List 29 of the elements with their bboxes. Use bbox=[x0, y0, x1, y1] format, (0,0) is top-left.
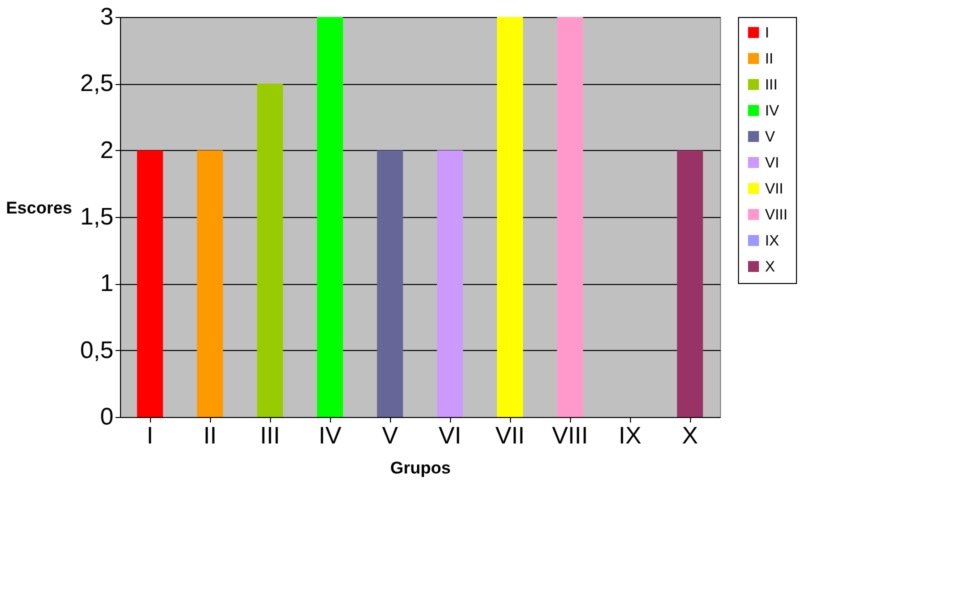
legend-label: VII bbox=[765, 180, 784, 198]
y-tick-label: 1 bbox=[100, 270, 114, 298]
y-tick-label: 1,5 bbox=[80, 204, 114, 230]
legend-label: I bbox=[765, 24, 770, 42]
x-tick-label: VIII bbox=[552, 422, 588, 450]
y-tick-label: 3 bbox=[100, 4, 114, 30]
legend-label: III bbox=[765, 76, 778, 94]
legend-label: IV bbox=[765, 102, 780, 120]
legend-label: X bbox=[765, 258, 776, 276]
legend-label: VIII bbox=[765, 206, 788, 224]
x-tick-label: IV bbox=[318, 422, 342, 450]
x-tick-label: V bbox=[382, 422, 398, 450]
x-tick-label: VI bbox=[438, 422, 462, 450]
x-axis-title: Grupos bbox=[390, 458, 451, 478]
y-axis-title: Escores bbox=[6, 198, 72, 218]
x-tick-label: IX bbox=[618, 422, 642, 450]
legend-label: VI bbox=[765, 154, 780, 172]
x-tick-label: X bbox=[682, 422, 698, 450]
x-tick-label: II bbox=[203, 422, 217, 450]
x-tick-label: III bbox=[260, 422, 280, 450]
y-tick-label: 2 bbox=[100, 136, 114, 164]
y-tick-label: 0 bbox=[100, 404, 114, 430]
legend-label: V bbox=[765, 128, 776, 146]
x-tick-label: VII bbox=[495, 422, 525, 450]
legend-label: IX bbox=[765, 232, 780, 250]
x-tick-label: I bbox=[146, 422, 154, 450]
y-tick-label: 2,5 bbox=[80, 70, 114, 98]
y-tick-label: 0,5 bbox=[80, 336, 114, 364]
legend-label: II bbox=[765, 50, 774, 68]
